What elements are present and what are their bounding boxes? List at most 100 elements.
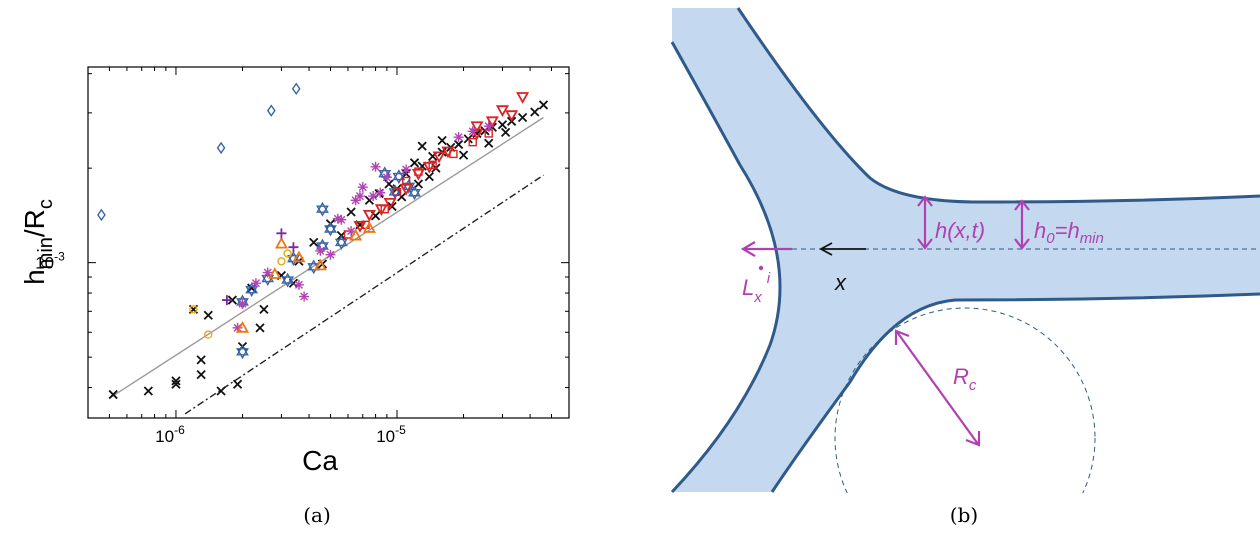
x-tick-label: 10-6 [155,423,185,446]
data-point-asterisk [350,195,361,206]
data-point-triangle-up [313,258,327,271]
data-point-asterisk [299,291,310,302]
data-point-asterisk [232,322,243,333]
data-point-asterisk [237,298,248,309]
data-point-triangle-up [235,320,250,333]
y-tick-label-exp: -3 [54,250,65,264]
tip-velocity-dot [758,265,764,271]
y-tick-label-base: 10 [35,254,54,273]
left-interface [670,41,782,494]
data-point-x [453,139,464,150]
data-point-x [216,386,226,396]
data-point-triangle-down [470,121,484,134]
tip-velocity-label-main: L [742,275,754,300]
data-point-hexagram [236,344,249,360]
y-axis-label-sub2: c [35,199,57,209]
data-point-triangle-up [274,236,288,249]
data-point-triangle-up [268,267,282,279]
data-point-asterisk [354,191,365,202]
data-point-x [143,386,153,396]
curvature-circle [834,307,1096,541]
data-point-x [171,379,181,389]
data-point-asterisk [368,191,379,202]
data-point-asterisk [262,267,273,278]
data-point-x [397,192,407,202]
data-point-asterisk [483,121,494,132]
radius-label-sub: c [969,377,977,394]
data-point-square [414,167,423,176]
data-point-triangle-down [485,116,499,129]
data-point-triangle-down [432,151,446,164]
x-axis-label: Ca [302,445,338,476]
y-axis-label-sub1: min [35,237,57,269]
data-point-circle [204,330,213,339]
data-point-triangle-down [516,92,530,104]
data-point-x [500,127,511,138]
data-point-hexagram [281,272,295,288]
x-tick-label-exp: -5 [395,423,406,437]
panel-b-schematic: h(x,t) h0=hmin x Lxi Rc (b) [670,7,1260,541]
x-tick-label-exp: -6 [174,423,185,437]
data-point-circle [283,249,292,258]
data-point-asterisk [381,172,392,183]
data-point-circle [277,257,286,266]
h0-arrow [1014,199,1030,250]
fit-line [109,116,544,399]
lower-bound-line [184,174,544,415]
data-point-square [449,149,458,159]
data-point-hexagram [392,169,406,184]
fit-lines [109,116,544,415]
x-tick-label-base: 10 [155,427,174,446]
data-point-asterisk [370,161,381,172]
data-point-x [255,323,265,333]
data-point-x [424,171,434,182]
h0-label-sub2: min [1080,230,1104,247]
h0-label-main: h [1034,218,1046,243]
data-point-x [171,376,181,386]
tip-velocity-label-sub: x [753,289,762,306]
h-xt-label: h(x,t) [935,218,985,243]
radius-arrow [894,329,981,447]
data-point-diamond [97,208,106,222]
data-point-square [392,187,402,197]
x-direction-arrow [819,242,866,256]
data-point-hexagram [408,185,421,201]
data-point-diamond [266,104,276,117]
data-point-triangle-up [349,228,363,241]
data-point-hexagram [245,282,259,298]
data-point-x [309,237,319,248]
data-point-x [203,310,213,320]
data-point-x [108,389,118,400]
data-point-x [409,158,420,168]
data-point-diamond [216,141,226,155]
data-point-asterisk [325,249,336,260]
tick-marks [87,67,569,418]
h0-label: h0=hmin [1034,218,1104,247]
y-axis-label: hmin/Rc [19,199,57,285]
data-point-triangle-up [362,221,376,233]
data-point-hexagram [324,221,337,237]
data-point-square [401,176,411,186]
data-point-square [380,205,389,214]
data-point-plus [288,242,299,253]
h-xt-arrow [917,195,933,250]
data-point-x [517,112,528,123]
data-point-square [428,160,437,169]
tip-velocity-label-sup: i [767,270,771,287]
data-point-triangle-down [383,198,397,210]
data-point-x [458,150,469,160]
data-point-hexagram [334,235,348,250]
h0-label-rest: =h [1055,218,1080,243]
data-point-asterisk [375,187,386,198]
data-point-triangle-down [505,110,519,123]
data-point-x [259,304,269,314]
data-point-asterisk [332,213,343,224]
data-point-triangle-up [292,250,306,263]
data-point-asterisk [453,132,464,143]
lower-interface [770,292,1260,493]
h0-label-sub: 0 [1046,230,1055,247]
y-axis-label-main: h [19,269,50,285]
data-point-x [538,100,549,110]
data-point-asterisk [315,245,326,256]
